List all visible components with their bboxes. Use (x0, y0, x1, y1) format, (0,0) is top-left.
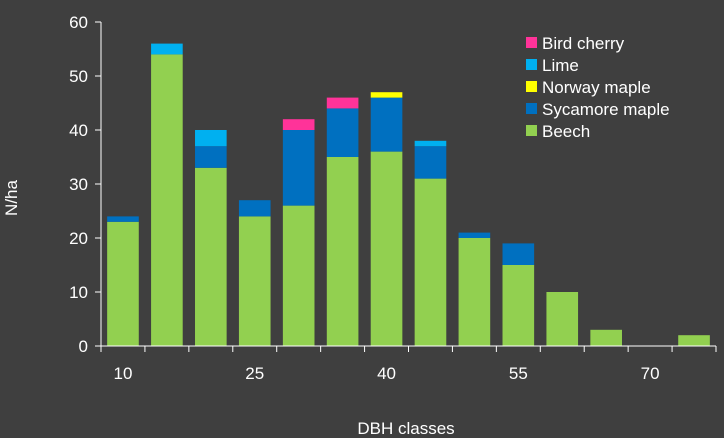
bar-segment-sycamore-maple (107, 216, 139, 222)
legend-swatch-norway-maple (526, 81, 537, 92)
bars-layer (107, 43, 710, 347)
bar-segment-beech (458, 238, 491, 346)
y-tick-label: 50 (69, 67, 88, 86)
bar-segment-sycamore-maple (282, 130, 315, 206)
legend-label-sycamore-maple: Sycamore maple (542, 100, 670, 119)
bar-segment-sycamore-maple (502, 243, 535, 265)
bar-segment-sycamore-maple (195, 146, 227, 168)
bar-segment-beech (370, 151, 403, 346)
legend-swatch-lime (526, 59, 537, 70)
bar-segment-beech (195, 167, 227, 346)
bar-segment-lime (414, 140, 447, 147)
bar-segment-beech (678, 335, 710, 346)
y-tick-label: 60 (69, 13, 88, 32)
legend-label-beech: Beech (542, 122, 590, 141)
x-tick-label: 55 (509, 364, 528, 383)
legend-swatch-bird-cherry (526, 37, 537, 48)
y-ticks: 0 10 20 30 40 50 60 (69, 13, 101, 356)
bar-segment-sycamore-maple (326, 108, 359, 157)
y-tick-label: 0 (79, 337, 88, 356)
legend-label-bird-cherry: Bird cherry (542, 34, 625, 53)
bar-segment-bird-cherry (326, 97, 359, 109)
bar-segment-bird-cherry (282, 119, 315, 130)
y-tick-label: 20 (69, 229, 88, 248)
legend-swatch-sycamore-maple (526, 103, 537, 114)
bar-segment-lime (195, 130, 227, 147)
bar-segment-norway-maple (370, 92, 403, 98)
legend-label-norway-maple: Norway maple (542, 78, 651, 97)
bar-segment-beech (151, 54, 183, 347)
bar-segment-beech (107, 221, 139, 346)
bar-segment-lime (151, 43, 183, 55)
bar-segment-sycamore-maple (238, 200, 271, 217)
bar-segment-beech (502, 265, 535, 346)
x-ticks: 10 25 40 55 70 (100, 346, 717, 383)
legend-swatch-beech (526, 125, 537, 136)
x-tick-label: 25 (245, 364, 264, 383)
bar-segment-beech (238, 216, 271, 346)
legend-label-lime: Lime (542, 56, 579, 75)
bar-segment-beech (414, 178, 447, 346)
bar-segment-sycamore-maple (414, 146, 447, 179)
bar-segment-beech (590, 329, 622, 346)
bar-segment-beech (282, 205, 315, 346)
y-tick-label: 30 (69, 175, 88, 194)
legend: Bird cherry Lime Norway maple Sycamore mapl… (526, 34, 670, 141)
y-tick-label: 10 (69, 283, 88, 302)
x-tick-label: 40 (377, 364, 396, 383)
bar-segment-beech (326, 157, 359, 346)
bar-segment-sycamore-maple (370, 97, 403, 152)
x-tick-label: 10 (114, 364, 133, 383)
y-axis-label: N/ha (2, 180, 21, 216)
y-tick-label: 40 (69, 121, 88, 140)
bar-segment-beech (546, 292, 579, 346)
x-tick-label: 70 (641, 364, 660, 383)
x-axis-label: DBH classes (357, 419, 454, 438)
bar-segment-sycamore-maple (458, 232, 491, 238)
